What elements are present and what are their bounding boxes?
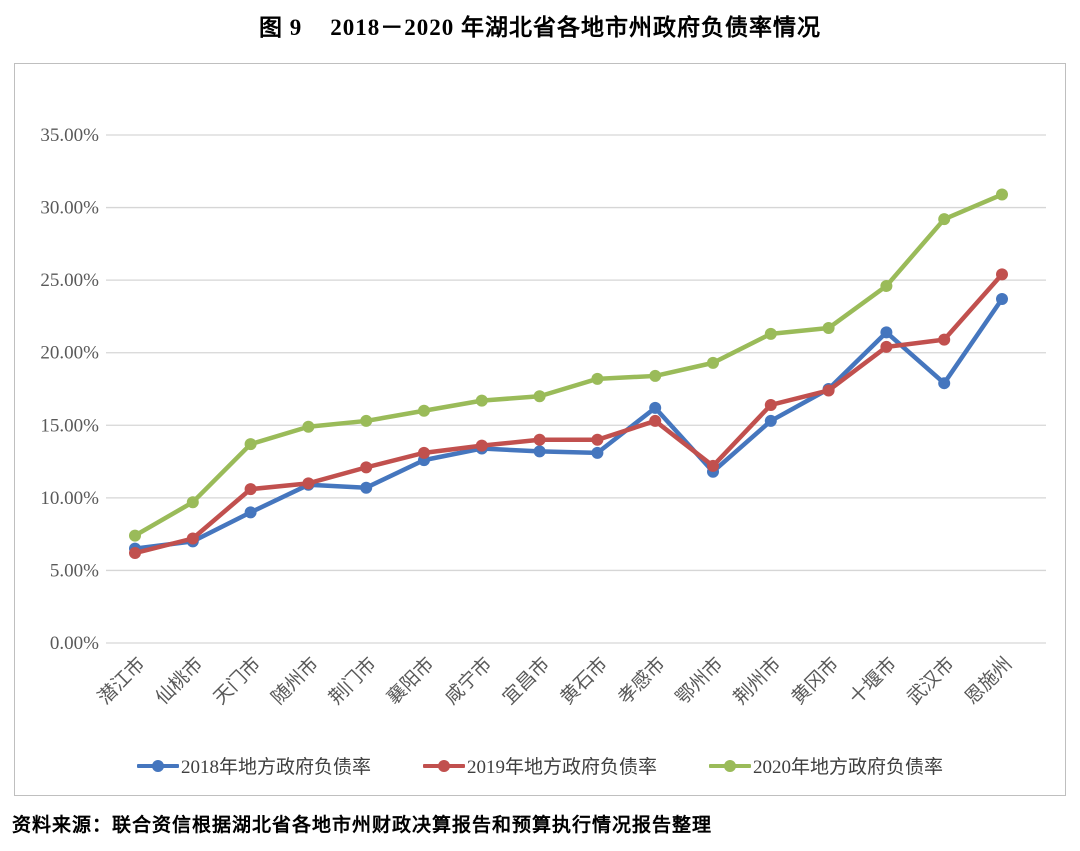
legend-marker-2019-icon (422, 759, 465, 773)
x-tick-label: 黄石市 (556, 653, 612, 709)
legend-item-2018: 2018年地方政府负债率 (136, 752, 371, 779)
legend-item-2019: 2019年地方政府负债率 (422, 752, 657, 779)
legend-item-2020: 2020年地方政府负债率 (709, 752, 943, 779)
x-tick-label: 襄阳市 (383, 653, 439, 709)
data-point (360, 481, 373, 494)
x-tick-label: 随州市 (267, 653, 323, 709)
data-point (591, 372, 604, 385)
data-point (996, 268, 1008, 281)
data-point (591, 446, 604, 459)
data-point (475, 439, 488, 452)
data-point (996, 293, 1008, 306)
legend-marker-2018-icon (136, 759, 179, 773)
data-point (533, 390, 546, 403)
data-point (186, 532, 199, 545)
line-chart: 0.00% 5.00% 10.00% 15.00% 20.00% 25.00% 30.00%… (40, 125, 1046, 709)
data-point (707, 459, 719, 472)
x-tick-label: 荆门市 (325, 653, 381, 709)
data-point (996, 188, 1008, 201)
data-point (938, 377, 951, 390)
y-tick-label: 35.00% (40, 125, 99, 146)
data-point (244, 506, 257, 519)
data-point (880, 279, 893, 292)
x-tick-label: 仙桃市 (151, 653, 207, 709)
legend-marker-2020-icon (709, 759, 751, 773)
data-point (533, 445, 546, 458)
x-tick-label: 十堰市 (845, 653, 901, 709)
source-note: 资料来源：联合资信根据湖北省各地市州财政决算报告和预算执行情况报告整理 (12, 815, 713, 836)
figure-caption: 2018－2020 年湖北省各地市州政府负债率情况 (330, 15, 821, 40)
data-point (707, 356, 719, 369)
data-point (186, 496, 199, 509)
x-tick-label: 黄冈市 (787, 653, 843, 709)
data-point (764, 398, 777, 411)
data-point (302, 420, 315, 433)
data-point (129, 547, 141, 560)
legend-label-2018: 2018年地方政府负债率 (180, 757, 371, 778)
data-point (649, 414, 662, 427)
series-line-2018年 (134, 297, 1004, 551)
data-point (360, 461, 373, 474)
y-tick-label: 15.00% (40, 415, 99, 436)
x-tick-label: 咸宁市 (440, 653, 496, 709)
y-tick-label: 30.00% (40, 198, 99, 219)
data-point (822, 322, 835, 335)
data-point (938, 333, 951, 346)
series-line-2020年 (133, 192, 1003, 538)
data-point (764, 414, 777, 427)
y-tick-label: 20.00% (40, 343, 99, 364)
data-point (302, 477, 315, 490)
series-line-2019年 (134, 272, 1004, 556)
data-point (649, 369, 662, 382)
data-point (880, 340, 893, 353)
data-point (244, 483, 257, 496)
data-point (244, 438, 257, 451)
data-point (591, 433, 604, 446)
data-point (360, 414, 373, 427)
data-point (649, 401, 662, 414)
data-point (880, 326, 893, 339)
x-tick-label: 鄂州市 (672, 653, 728, 709)
x-tick-label: 潜江市 (94, 653, 150, 709)
x-tick-label: 天门市 (209, 653, 265, 709)
x-tick-label: 荆州市 (729, 653, 785, 709)
legend-label-2019: 2019年地方政府负债率 (466, 757, 657, 778)
y-tick-label: 25.00% (40, 270, 99, 291)
data-point (475, 394, 488, 407)
data-point (822, 384, 835, 397)
data-point (418, 404, 430, 417)
legend: 2018年地方政府负债率 2019年地方政府负债率 2020年地方政府负债率 (15, 752, 1065, 779)
x-tick-label: 恩施州 (961, 653, 1017, 709)
chart-title: 图 9 2018－2020 年湖北省各地市州政府负债率情况 (0, 8, 1080, 42)
chart-frame: 0.00% 5.00% 10.00% 15.00% 20.00% 25.00% 30.00%… (14, 63, 1066, 796)
data-point (418, 446, 430, 459)
y-tick-label: 10.00% (40, 488, 99, 509)
legend-label-2020: 2020年地方政府负债率 (753, 757, 944, 778)
data-point (938, 213, 951, 226)
y-tick-label: 5.00% (50, 560, 99, 581)
y-tick-label: 0.00% (50, 633, 99, 654)
x-tick-label: 孝感市 (614, 653, 670, 709)
data-point (764, 327, 777, 340)
data-point (129, 529, 141, 542)
x-tick-label: 宜昌市 (498, 653, 554, 709)
figure-number: 图 9 (259, 15, 303, 40)
data-point (533, 433, 546, 446)
x-tick-label: 武汉市 (903, 653, 959, 709)
